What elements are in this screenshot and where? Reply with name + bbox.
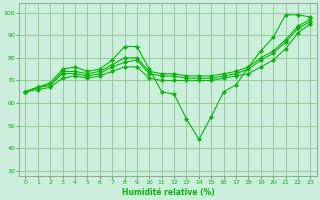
X-axis label: Humidité relative (%): Humidité relative (%) [122, 188, 214, 197]
